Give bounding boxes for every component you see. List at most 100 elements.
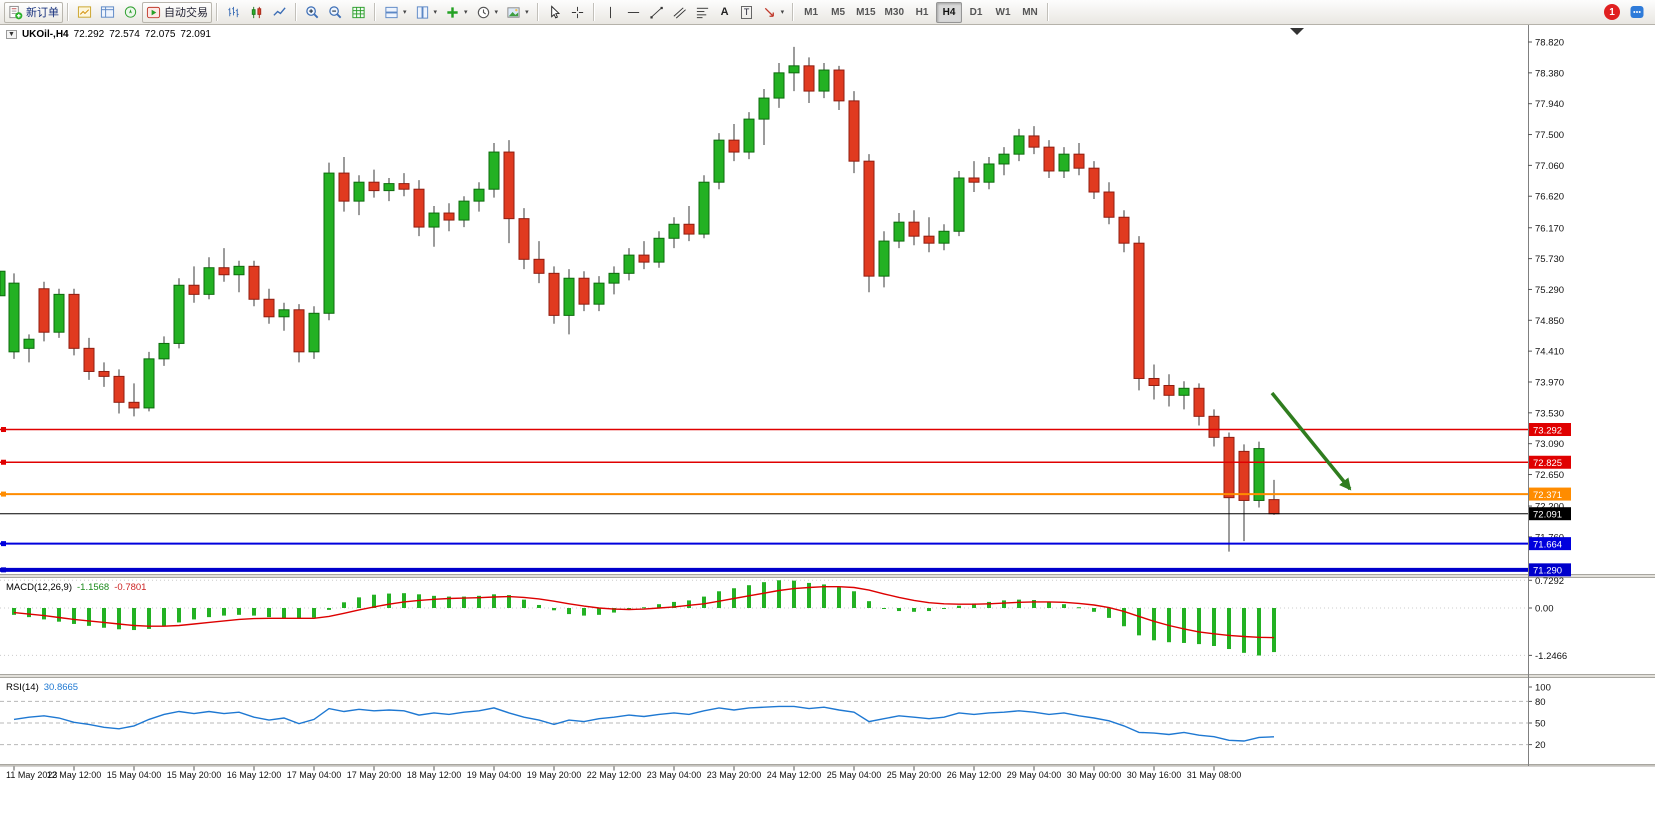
macd-bar [507, 595, 511, 608]
timeframe-m5[interactable]: M5 [825, 2, 851, 23]
tile-horizontal-button[interactable]: ▾ [380, 2, 411, 23]
chart-canvas[interactable]: 0.7292 0.00 -1.2466 100 80 50 20 78.820 78.380 77… [0, 25, 1655, 783]
macd-bar [372, 594, 376, 608]
template-button[interactable]: ▾ [502, 2, 533, 23]
new-chart-button[interactable]: ▾ [441, 2, 472, 23]
messages-button[interactable] [1625, 2, 1649, 23]
candle-body [563, 277, 575, 316]
candle-body [1148, 377, 1160, 386]
macd-bar [1212, 608, 1216, 646]
chart-window: 0.7292 0.00 -1.2466 100 80 50 20 78.820 78.380 77… [0, 25, 1655, 783]
vertical-line-button[interactable] [599, 2, 622, 23]
chart-shift-marker[interactable] [1290, 28, 1304, 35]
macd-bar [1197, 608, 1201, 645]
channel-button[interactable] [668, 2, 691, 23]
candle-body [983, 163, 995, 183]
price-badge [1529, 487, 1571, 501]
zoom-in-button[interactable] [301, 2, 324, 23]
candle-body [143, 358, 155, 409]
new-order-button[interactable]: 新订单 [4, 1, 63, 23]
auto-trading-icon [146, 6, 161, 18]
zoom-in-icon [306, 5, 319, 18]
macd-bar [117, 608, 121, 630]
candle-body [233, 265, 245, 276]
hline-handle[interactable] [1, 459, 6, 465]
candle-body [938, 230, 950, 244]
toolbar-separator [592, 3, 595, 21]
candle-body [923, 235, 935, 244]
text-tool-button[interactable]: A [714, 2, 736, 23]
macd-bar [72, 608, 76, 624]
text-label-tool-button[interactable]: T [736, 2, 758, 23]
candle-body [803, 65, 815, 92]
macd-bar [942, 608, 946, 609]
time-axis-label: 30 May 16:00 [1127, 770, 1182, 780]
hline-handle[interactable] [1, 491, 6, 497]
hline-handle[interactable] [1, 567, 6, 573]
candle-body [83, 347, 95, 372]
auto-trading-button[interactable]: 自动交易 [142, 1, 212, 23]
arrows-tool-button[interactable]: ▾ [758, 2, 789, 23]
timeframe-d1[interactable]: D1 [963, 2, 989, 23]
macd-bar [687, 600, 691, 608]
market-watch-button[interactable] [96, 2, 119, 23]
horizontal-line-button[interactable] [622, 2, 645, 23]
macd-bar [1062, 604, 1066, 608]
toolbar-separator [67, 3, 69, 21]
pane-separator[interactable] [0, 674, 1655, 678]
macd-bar [957, 605, 961, 608]
candlestick-chart-button[interactable] [245, 2, 268, 23]
crosshair-button[interactable] [566, 2, 589, 23]
price-axis-label: 76.620 [1535, 192, 1564, 203]
messages-icon [1630, 6, 1644, 18]
fibonacci-button[interactable] [691, 2, 714, 23]
trend-arrow-annotation[interactable] [1270, 391, 1352, 491]
hline-handle[interactable] [1, 427, 6, 433]
timeframe-h4[interactable]: H4 [936, 1, 962, 23]
timeframe-h1[interactable]: H1 [909, 2, 935, 23]
timeframe-m30[interactable]: M30 [881, 2, 908, 23]
candle-body [578, 277, 590, 305]
price-badge [1529, 423, 1571, 437]
period-button[interactable]: ▾ [472, 2, 503, 23]
candle-body [653, 237, 665, 263]
zoom-out-button[interactable] [324, 2, 347, 23]
macd-bar [792, 580, 796, 608]
pane-separator[interactable] [0, 764, 1655, 767]
trendline-button[interactable] [645, 2, 668, 23]
candle-body [1088, 167, 1100, 193]
candle-body [788, 65, 800, 74]
chart-dropdown-icon[interactable]: ▼ [6, 30, 17, 39]
macd-bar [702, 596, 706, 608]
bar-chart-button[interactable] [222, 2, 245, 23]
navigator-button[interactable] [119, 2, 142, 23]
timeframe-mn[interactable]: MN [1017, 2, 1043, 23]
tile-vertical-button[interactable]: ▾ [411, 2, 442, 23]
macd-bar [567, 608, 571, 615]
pane-separator[interactable] [0, 574, 1655, 578]
notification-badge[interactable]: 1 [1604, 4, 1620, 20]
time-axis-label: 15 May 20:00 [167, 770, 222, 780]
time-axis-label: 25 May 20:00 [887, 770, 942, 780]
line-chart-button[interactable] [268, 2, 291, 23]
candles-layer[interactable] [8, 46, 1280, 552]
hline-handle[interactable] [1, 541, 6, 547]
grid-button[interactable] [347, 2, 370, 23]
macd-axis-label: 0.00 [1535, 604, 1554, 615]
timeframe-m15[interactable]: M15 [852, 2, 879, 23]
candle-body [203, 267, 215, 295]
chart-window-button[interactable] [73, 2, 96, 23]
rsi-line [13, 705, 1275, 742]
cursor-button[interactable] [543, 2, 566, 23]
macd-bar [1272, 608, 1276, 653]
price-axis-label: 73.530 [1535, 408, 1564, 419]
macd-bar [867, 601, 871, 608]
timeframe-m1[interactable]: M1 [798, 2, 824, 23]
candle-body [278, 309, 290, 318]
macd-bar [1242, 608, 1246, 653]
macd-bar [717, 591, 721, 608]
timeframe-w1[interactable]: W1 [990, 2, 1016, 23]
chevron-down-icon: ▾ [780, 9, 785, 16]
time-axis-label: 22 May 12:00 [587, 770, 642, 780]
chevron-down-icon: ▾ [433, 9, 438, 16]
